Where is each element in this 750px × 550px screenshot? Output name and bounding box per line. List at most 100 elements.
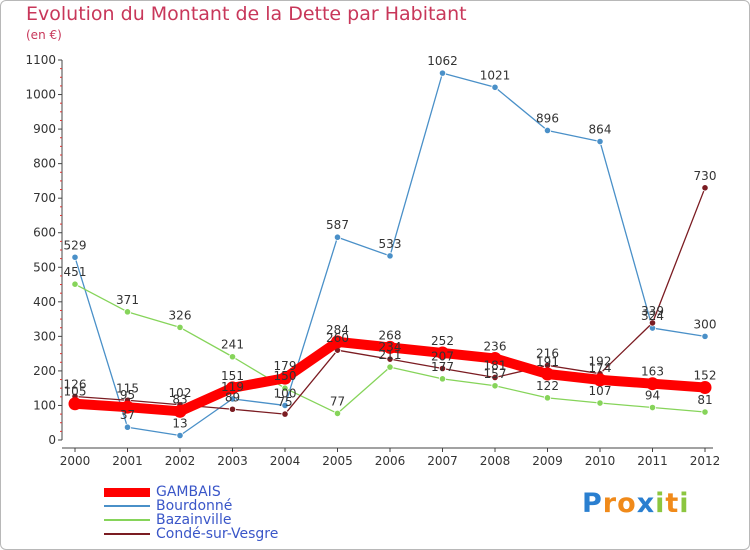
data-point <box>698 380 712 394</box>
data-point <box>543 126 552 135</box>
data-point <box>176 431 184 440</box>
data-label: 163 <box>641 365 664 379</box>
y-tick-label: 1000 <box>25 88 56 102</box>
data-label: 150 <box>274 369 297 383</box>
data-point <box>648 403 657 412</box>
legend-swatch <box>104 487 150 497</box>
data-point <box>438 364 447 373</box>
x-tick-label: 2012 <box>690 454 721 468</box>
data-point <box>281 384 289 392</box>
data-point <box>226 381 239 395</box>
data-label: 1021 <box>480 68 511 82</box>
y-tick-label: 700 <box>33 191 56 205</box>
data-point <box>596 137 604 146</box>
data-label: 268 <box>379 328 402 342</box>
data-label: 152 <box>694 368 717 382</box>
data-label: 326 <box>169 308 192 322</box>
logo-letter: x <box>636 488 656 519</box>
data-label: 207 <box>431 349 454 363</box>
legend-label: Bourdonné <box>156 498 233 514</box>
data-label: 105 <box>64 385 87 399</box>
data-label: 896 <box>536 111 559 125</box>
data-point <box>491 83 499 91</box>
x-tick-label: 2011 <box>637 454 668 468</box>
data-label: 83 <box>172 392 187 406</box>
data-point <box>123 423 132 431</box>
data-label: 324 <box>641 309 664 323</box>
data-label: 192 <box>589 355 612 369</box>
data-label: 371 <box>116 293 139 307</box>
data-point <box>228 405 237 413</box>
data-label: 181 <box>484 358 507 372</box>
logo-letter: P <box>582 488 603 519</box>
data-label: 529 <box>64 238 87 252</box>
logo-letter: t <box>665 488 680 519</box>
data-label: 260 <box>326 331 349 345</box>
data-label: 94 <box>645 389 660 403</box>
legend-swatch <box>104 519 150 521</box>
data-label: 37 <box>120 408 135 422</box>
data-point <box>176 323 184 331</box>
data-point <box>121 400 134 414</box>
data-point <box>281 410 289 418</box>
data-label: 115 <box>116 381 139 395</box>
data-point <box>438 69 447 77</box>
y-tick-label: 1100 <box>25 53 56 67</box>
data-point <box>71 280 79 288</box>
data-point <box>438 375 447 383</box>
data-label: 730 <box>694 169 717 183</box>
data-label: 177 <box>431 360 454 374</box>
y-tick-label: 0 <box>48 433 56 447</box>
data-label: 77 <box>330 394 345 408</box>
data-point <box>333 409 342 417</box>
logo-letter: r <box>602 488 618 519</box>
x-tick-label: 2009 <box>532 454 563 468</box>
data-point <box>436 346 449 360</box>
data-point <box>541 367 554 381</box>
data-label: 236 <box>484 339 507 353</box>
data-label: 1062 <box>427 54 458 68</box>
data-point <box>68 397 82 411</box>
y-tick-label: 400 <box>33 295 56 309</box>
x-tick-label: 2000 <box>60 454 91 468</box>
data-point <box>646 377 659 391</box>
data-label: 451 <box>64 265 87 279</box>
y-tick-label: 500 <box>33 260 56 274</box>
x-tick-label: 2004 <box>270 454 301 468</box>
data-point <box>71 253 79 261</box>
data-point <box>596 399 604 407</box>
data-label: 75 <box>277 395 292 409</box>
x-tick-label: 2010 <box>585 454 616 468</box>
data-label: 89 <box>225 390 240 404</box>
legend-item: Bazainville <box>104 512 231 528</box>
legend-label: GAMBAIS <box>156 484 221 500</box>
data-label: 100 <box>274 386 297 400</box>
data-point <box>543 394 552 402</box>
y-tick-label: 800 <box>33 157 56 171</box>
chart-title: Evolution du Montant de la Dette par Hab… <box>26 3 467 25</box>
data-label: 119 <box>221 380 244 394</box>
data-point <box>488 351 502 365</box>
data-point <box>491 382 499 390</box>
data-label: 300 <box>694 317 717 331</box>
y-tick-label: 100 <box>33 398 56 412</box>
legend-item: GAMBAIS <box>104 484 221 500</box>
data-point <box>173 404 187 418</box>
data-label: 13 <box>172 417 187 431</box>
chart-subtitle: (en €) <box>26 28 62 42</box>
x-tick-label: 2006 <box>375 454 406 468</box>
x-tick-label: 2003 <box>217 454 248 468</box>
data-label: 102 <box>169 386 192 400</box>
data-point <box>386 355 394 363</box>
data-label: 533 <box>379 237 402 251</box>
data-label: 174 <box>589 361 612 375</box>
data-label: 126 <box>64 377 87 391</box>
data-label: 234 <box>379 340 402 354</box>
logo-letter: i <box>679 488 690 519</box>
data-point <box>386 252 394 260</box>
data-point <box>228 395 237 403</box>
legend-swatch <box>104 533 150 535</box>
data-point <box>593 373 607 387</box>
